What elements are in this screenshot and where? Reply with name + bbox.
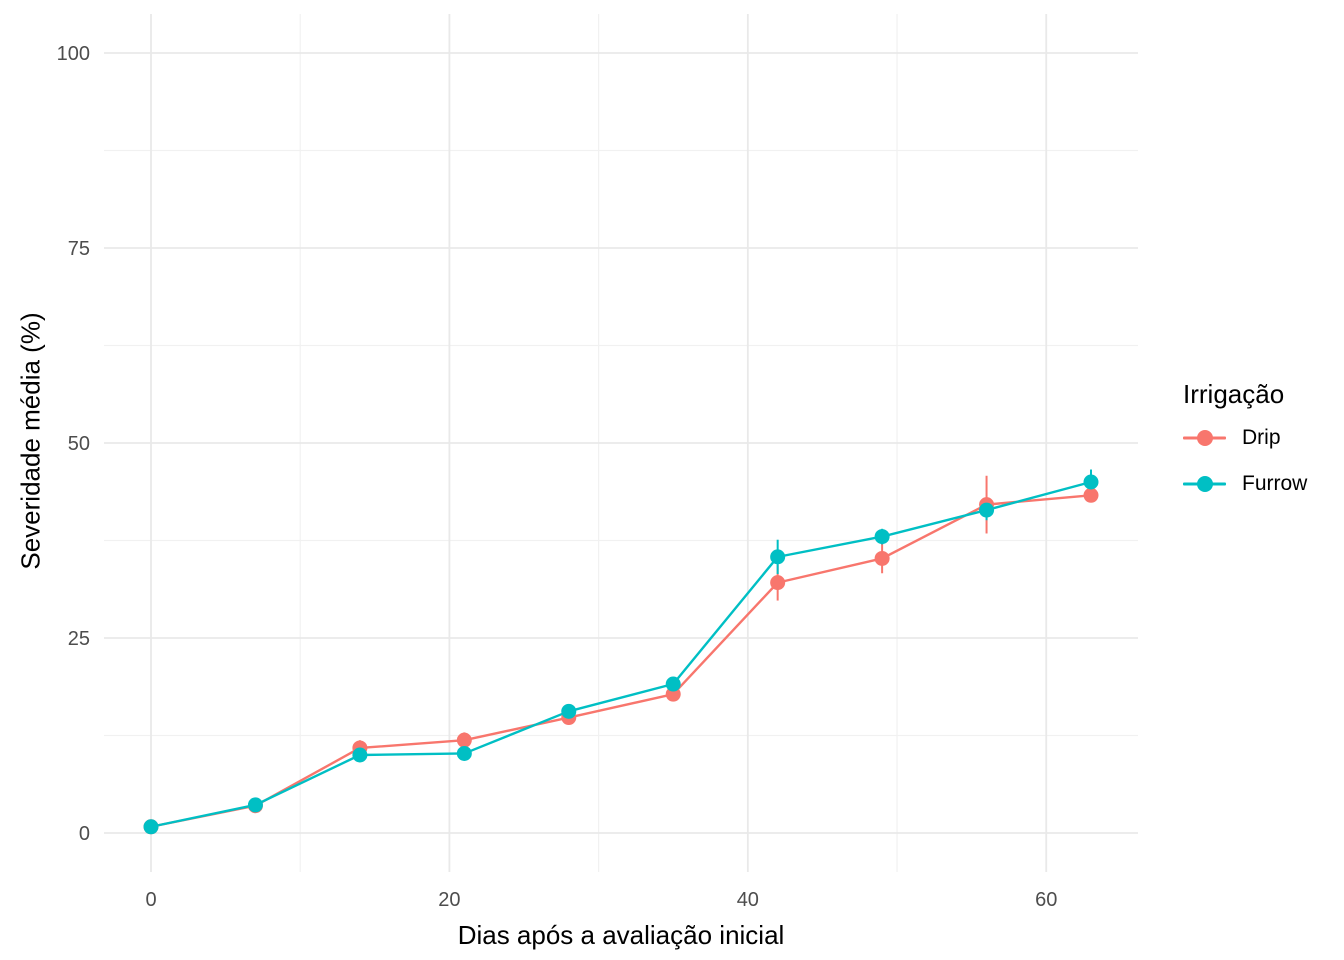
data-point-furrow bbox=[247, 797, 263, 813]
data-point-furrow bbox=[665, 676, 681, 692]
legend-item-label: Drip bbox=[1242, 426, 1281, 449]
x-axis-title: Dias após a avaliação inicial bbox=[457, 920, 785, 950]
data-point-furrow bbox=[561, 703, 577, 719]
series-line-furrow bbox=[149, 480, 1093, 828]
y-tick-label: 50 bbox=[68, 433, 90, 455]
data-point-furrow bbox=[874, 529, 890, 545]
data-point-drip bbox=[1083, 487, 1099, 503]
y-tick-label: 100 bbox=[57, 43, 90, 65]
data-point-drip bbox=[874, 550, 890, 566]
legend-key-furrow-icon bbox=[1183, 469, 1226, 499]
data-point-furrow bbox=[979, 502, 995, 518]
x-tick-label: 20 bbox=[438, 889, 460, 911]
x-tick-label: 60 bbox=[1035, 889, 1057, 911]
legend-item-furrow: Furrow bbox=[1183, 467, 1307, 501]
legend-title: Irrigação bbox=[1183, 379, 1285, 409]
legend: Irrigação Drip Furrow bbox=[1183, 379, 1307, 513]
y-tick-label: 75 bbox=[68, 238, 90, 260]
data-point-furrow bbox=[770, 549, 786, 565]
data-point-furrow bbox=[1083, 474, 1099, 490]
legend-item-label: Furrow bbox=[1242, 472, 1308, 495]
legend-key-dot bbox=[1196, 430, 1213, 446]
y-tick-label: 0 bbox=[79, 823, 90, 845]
legend-key-dot bbox=[1196, 476, 1213, 492]
x-tick-label: 40 bbox=[737, 889, 759, 911]
data-point-furrow bbox=[352, 747, 368, 763]
y-axis-title: Severidade média (%) bbox=[15, 312, 46, 570]
data-point-drip bbox=[456, 732, 472, 748]
legend-item-drip: Drip bbox=[1183, 421, 1307, 455]
series-line-drip bbox=[149, 494, 1093, 828]
data-point-furrow bbox=[456, 745, 472, 761]
y-tick-label: 25 bbox=[68, 628, 90, 650]
legend-key-drip-icon bbox=[1183, 423, 1226, 453]
x-tick-label: 0 bbox=[145, 889, 156, 911]
data-point-drip bbox=[770, 575, 786, 591]
data-point-furrow bbox=[143, 819, 159, 835]
